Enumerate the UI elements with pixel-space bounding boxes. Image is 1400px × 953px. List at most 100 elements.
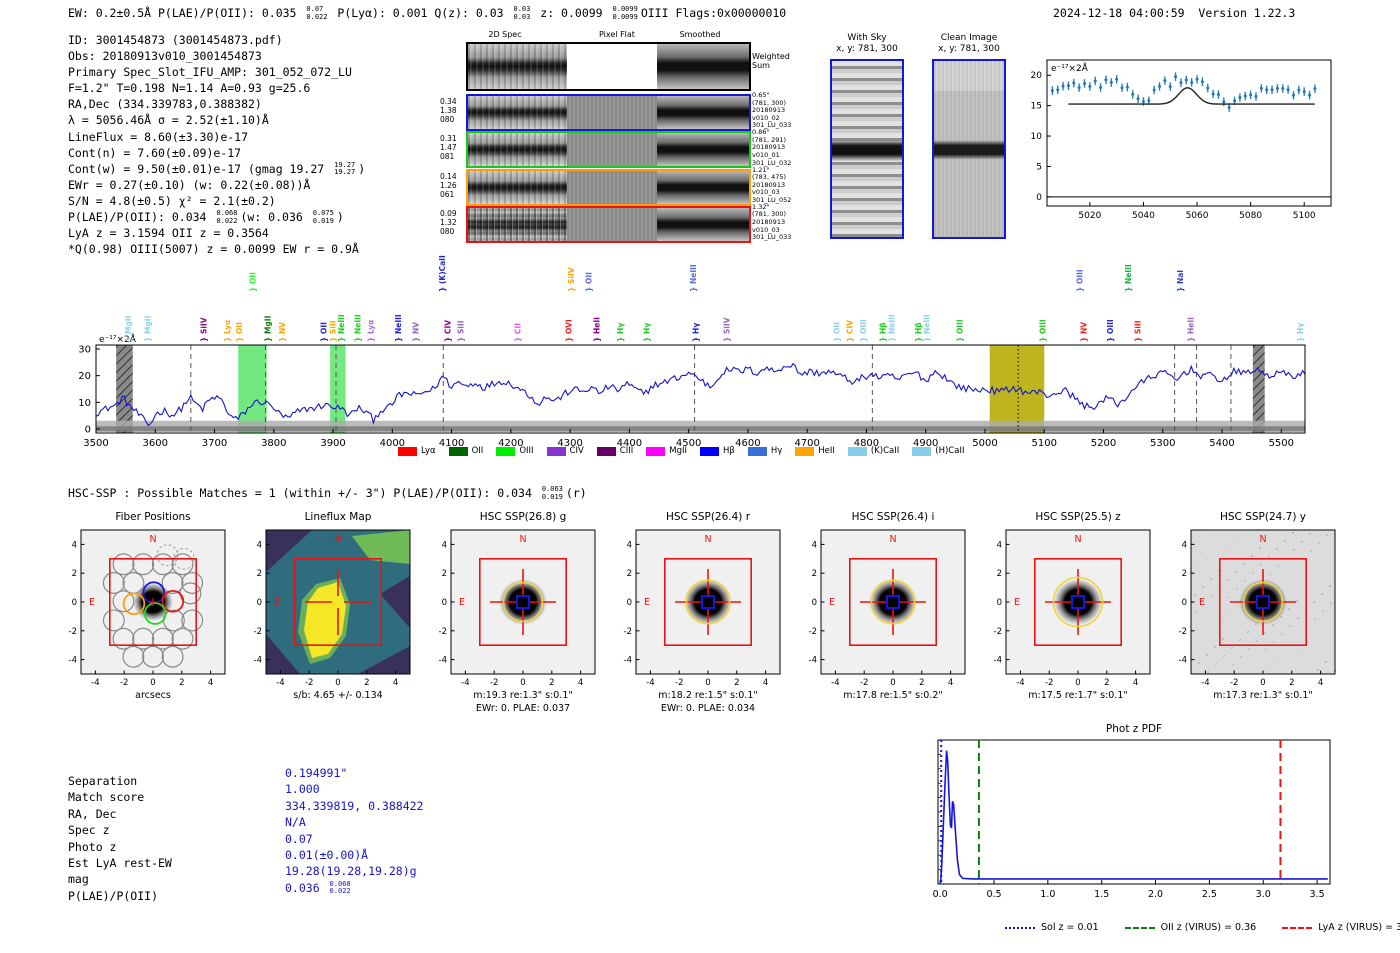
svg-text:-2: -2 [624,627,632,637]
compass-east-label: E [89,597,95,608]
photz-legend-label: Sol z = 0.01 [1041,922,1099,933]
legend-swatch [596,446,616,456]
svg-text:0: 0 [812,598,817,608]
svg-text:-4: -4 [831,678,839,688]
legend-item: Lyα [398,446,436,456]
compass-east-label: E [1014,597,1020,608]
photz-legend-label: OII z (VIRUS) = 0.36 [1160,922,1257,933]
stacked-uncertainty: 19.27 19.27 [334,160,356,177]
match-label: Separation [68,774,138,788]
compass-north-label: N [334,534,341,545]
legend-label: CIII [619,446,634,456]
legend-swatch [546,446,566,456]
svg-text:0: 0 [257,598,262,608]
emission-line-label: } OIII [1075,269,1084,292]
svg-text:4800: 4800 [854,438,879,449]
svg-text:-2: -2 [994,627,1002,637]
spec2d-row-weights: 0.09 1.32 080 [440,208,457,236]
svg-text:2.0: 2.0 [1148,889,1163,900]
emission-line-label: } SiIV [723,317,732,342]
match-label: Est LyA rest-EW [68,856,172,871]
svg-text:-4: -4 [624,656,632,666]
emission-line-label: } OII [249,272,258,292]
full-spectrum-plot: 0 10 20 30 3500 3600 3700 3800 3900 4000 4100 4200 4… [78,255,1306,449]
svg-text:2: 2 [1104,678,1109,688]
cutout-title: Fiber Positions [115,511,190,523]
cutout-panel-hsc-ssp-26-4-r: HSC SSP(26.4) r N E -4 -4 -2 -2 0 0 2 2 4 4 m:18.2 re… [624,511,781,714]
info-line: *Q(0.98) OIII(5007) z = 0.0099 EW r = 0.… [68,242,359,257]
emission-line-label: } Hγ [691,323,700,342]
svg-text:-2: -2 [439,627,447,637]
emission-line-label: } NeIII [394,314,403,342]
spec2d-column-header: Pixel Flat [599,30,635,39]
photz-legend-label: LyA z (VIRUS) = 3.16 [1318,922,1400,933]
match-value: 0.194991" [285,766,348,780]
info-line: Primary Spec_Slot_IFU_AMP: 301_052_072_L… [68,65,352,80]
stacked-uncertainty: 0.068 0.022 [216,209,238,225]
emission-line-label: } NeIII [887,314,896,342]
svg-text:e⁻¹⁷×2Å: e⁻¹⁷×2Å [99,333,137,345]
emission-line-label: } Lyα [366,320,375,342]
cutout-caption2: EWr: 0. PLAE: 0.037 [476,703,570,714]
header-summary: EW: 0.2±0.5Å P(LAE)/P(OII): 0.035 0.07 0.… [68,5,787,21]
emission-line-label: } MgII [263,315,272,342]
emission-line-label: } SiII [457,320,466,342]
spec2d-strip-flat [567,133,657,167]
compass-east-label: E [829,597,835,608]
svg-text:3700: 3700 [202,438,227,449]
svg-text:-4: -4 [994,656,1002,666]
svg-text:4: 4 [72,540,77,550]
svg-text:2: 2 [919,678,924,688]
compass-north-label: N [889,534,896,545]
info-line: LineFlux = 8.60(±3.30)e-17 [68,129,249,144]
svg-text:20: 20 [1031,71,1043,81]
spec2d-weighted-label: Weighted Sum [752,52,790,70]
cutout-title: HSC SSP(26.4) r [666,511,751,523]
svg-text:-2: -2 [69,627,77,637]
info-line: LyA z = 3.1594 OII z = 0.3564 [68,226,269,241]
legend-swatch [646,446,666,456]
svg-text:2: 2 [1289,678,1294,688]
svg-text:-4: -4 [461,678,469,688]
emission-line-label: } OVI [564,319,573,342]
emission-line-label: } OIII [956,319,965,342]
svg-text:20: 20 [78,371,91,382]
svg-text:4: 4 [442,540,447,550]
legend-label: Lyα [421,446,436,456]
legend-item: Hγ [747,446,783,456]
emission-line-label: } OII [585,272,594,292]
emission-line-label: } Hβ [914,322,923,342]
svg-text:5200: 5200 [1091,438,1116,449]
svg-text:-2: -2 [490,678,498,688]
svg-text:-2: -2 [675,678,683,688]
svg-text:2: 2 [627,569,632,579]
stacked-uncertainty: 0.07 0.022 [306,5,328,21]
cutout-title: HSC SSP(26.4) i [852,511,935,523]
emission-line-label: } SiIV [199,317,208,342]
cutout-caption: m:17.3 re:1.3" s:0.1" [1213,690,1313,701]
cutout-title: HSC SSP(25.5) z [1035,511,1121,523]
match-table-values: 0.194991" 1.000 334.339819, 0.388422 N/A… [285,765,423,896]
svg-text:0: 0 [335,678,340,688]
legend-label: Hγ [770,446,783,456]
spec2d-strip-smoothed [657,207,749,241]
emission-line-label: } HeII [592,317,601,342]
cutout-caption: s/b: 4.65 +/- 0.134 [293,690,382,701]
cutout-panel-fiber: Fiber Positions N E -4 -4 -2 -2 0 0 2 2 4 4 arcsecs [69,511,226,701]
cutout-xlabel: arcsecs [135,690,171,701]
cutout-title: Lineflux Map [305,511,372,523]
svg-text:0.5: 0.5 [986,889,1001,900]
svg-text:0: 0 [1182,598,1187,608]
svg-text:-2: -2 [860,678,868,688]
spec2d-strip-2d [468,44,567,89]
cutout-caption: m:19.3 re:1.3" s:0.1" [473,690,573,701]
emission-line-label: } (K)CaII [438,255,447,292]
svg-text:3.0: 3.0 [1256,889,1271,900]
spec2d-strip-smoothed [657,133,749,167]
emission-line-label: } NeIII [337,314,346,342]
stacked-uncertainty: 0.068 0.022 [329,879,351,896]
emission-line-label: } NV [1079,322,1088,342]
legend-label: HeII [818,446,835,456]
detection-info-block: ID: 3001454873 (3001454873.pdf) Obs: 201… [68,32,365,257]
svg-text:2: 2 [812,569,817,579]
